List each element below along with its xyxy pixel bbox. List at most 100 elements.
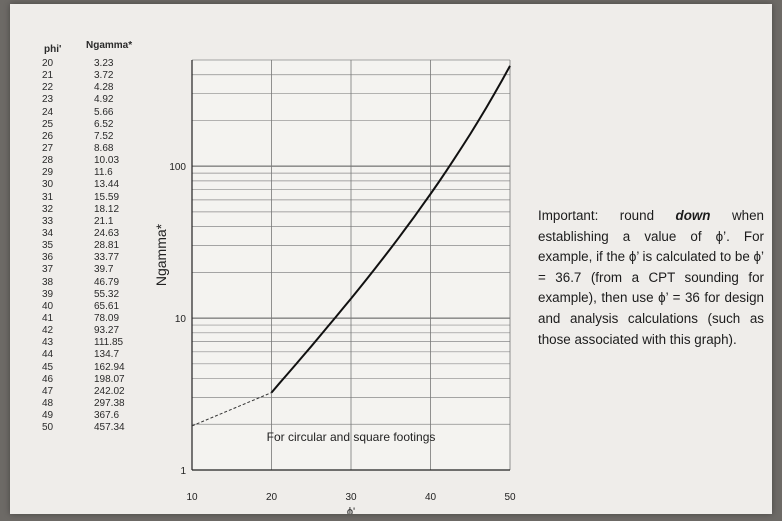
- ngamma-cell: 78.09: [94, 312, 120, 324]
- ngamma-cell: 4.28: [94, 82, 114, 94]
- phi-cell: 50: [42, 422, 54, 434]
- table-row: 46 198.07: [38, 374, 158, 386]
- ngamma-cell: 457.34: [94, 422, 125, 434]
- phi-cell: 30: [42, 179, 54, 191]
- phi-cell: 39: [42, 288, 54, 300]
- phi-cell: 25: [42, 118, 54, 130]
- phi-cell: 32: [42, 203, 54, 215]
- table-row: 25 6.52: [38, 119, 158, 131]
- ngamma-cell: 55.32: [94, 288, 120, 300]
- ngamma-cell: 13.44: [94, 179, 120, 191]
- phi-cell: 27: [42, 142, 54, 154]
- ngamma-cell: 65.61: [94, 300, 120, 312]
- phi-cell: 31: [42, 191, 54, 203]
- phi-cell: 47: [42, 385, 54, 397]
- table-row: 49 367.6: [38, 410, 158, 422]
- table-row: 45 162.94: [38, 362, 158, 374]
- textbook-page: phi' Ngamma* 20 3.23 21 3.72 22 4.28 23 4.92 24 5…: [10, 4, 772, 514]
- table-row: 39 55.32: [38, 289, 158, 301]
- table-row: 30 13.44: [38, 179, 158, 191]
- x-tick-label: 50: [504, 492, 516, 503]
- phi-cell: 37: [42, 264, 54, 276]
- ngamma-cell: 4.92: [94, 94, 114, 106]
- x-tick-label: 10: [186, 492, 198, 503]
- table-row: 22 4.28: [38, 82, 158, 94]
- table-row: 31 15.59: [38, 192, 158, 204]
- table-row: 38 46.79: [38, 277, 158, 289]
- y-axis-label: Ngamma*: [153, 223, 169, 286]
- y-tick-label: 10: [175, 314, 187, 325]
- ngamma-cell: 3.23: [94, 58, 114, 69]
- ngamma-cell: 21.1: [94, 215, 114, 227]
- phi-cell: 20: [42, 58, 54, 69]
- ngamma-cell: 7.52: [94, 130, 114, 142]
- note-emphasis: down: [675, 208, 711, 223]
- y-tick-label: 1: [180, 466, 186, 477]
- phi-cell: 35: [42, 240, 54, 252]
- table-row: 50 457.34: [38, 422, 158, 434]
- phi-cell: 34: [42, 227, 54, 239]
- ngamma-cell: 15.59: [94, 191, 120, 203]
- phi-column-header: phi': [44, 44, 62, 55]
- ngamma-cell: 111.85: [94, 337, 124, 349]
- table-row: 26 7.52: [38, 131, 158, 143]
- phi-cell: 38: [42, 276, 54, 288]
- phi-cell: 42: [42, 325, 54, 337]
- ngamma-cell: 134.7: [94, 349, 120, 361]
- ngamma-cell: 10.03: [94, 155, 120, 167]
- ngamma-cell: 18.12: [94, 203, 120, 215]
- ngamma-curve: [270, 65, 511, 394]
- phi-cell: 41: [42, 312, 54, 324]
- ngamma-cell: 198.07: [94, 373, 125, 385]
- table-row: 42 93.27: [38, 325, 158, 337]
- table-row: 23 4.92: [38, 94, 158, 106]
- x-tick-label: 40: [425, 492, 437, 503]
- table-row: 21 3.72: [38, 70, 158, 82]
- note-suffix: when establishing a value of ϕ’. For exa…: [538, 208, 764, 347]
- phi-cell: 24: [42, 106, 54, 118]
- ngamma-cell: 11.6: [94, 167, 113, 179]
- table-row: 43 111.85: [38, 337, 158, 349]
- rounding-note: Important: round down when establishing …: [538, 206, 764, 350]
- table-row: 29 11.6: [38, 167, 158, 179]
- y-tick-label: 100: [169, 162, 186, 173]
- ngamma-cell: 162.94: [94, 361, 125, 373]
- table-row: 34 24.63: [38, 228, 158, 240]
- phi-cell: 46: [42, 373, 54, 385]
- ngamma-cell: 46.79: [94, 276, 120, 288]
- ngamma-cell: 24.63: [94, 227, 120, 239]
- phi-cell: 44: [42, 349, 54, 361]
- ngamma-table: phi' Ngamma* 20 3.23 21 3.72 22 4.28 23 4.92 24 5…: [38, 40, 158, 434]
- phi-cell: 43: [42, 337, 54, 349]
- table-row: 41 78.09: [38, 313, 158, 325]
- phi-cell: 26: [42, 130, 54, 142]
- table-row: 28 10.03: [38, 155, 158, 167]
- ngamma-chart: 10 20 30 40 50 1 10 100 ϕ' Ngamma* For circular an…: [153, 59, 516, 514]
- phi-cell: 29: [42, 167, 54, 179]
- table-row: 40 65.61: [38, 301, 158, 313]
- ngamma-cell: 5.66: [94, 106, 114, 118]
- dashed-extension-line: [191, 392, 272, 427]
- ngamma-cell: 367.6: [94, 410, 120, 422]
- phi-cell: 28: [42, 155, 54, 167]
- ngamma-cell: 242.02: [94, 385, 125, 397]
- table-row: 27 8.68: [38, 143, 158, 155]
- phi-cell: 36: [42, 252, 54, 264]
- ngamma-cell: 297.38: [94, 397, 125, 409]
- table-row: 20 3.23: [38, 58, 158, 70]
- table-row: 33 21.1: [38, 216, 158, 228]
- footing-annotation: For circular and square footings: [267, 430, 436, 444]
- x-axis-label: ϕ': [347, 506, 355, 514]
- table-row: 35 28.81: [38, 240, 158, 252]
- phi-cell: 48: [42, 397, 54, 409]
- phi-cell: 21: [42, 70, 54, 82]
- x-tick-label: 30: [345, 492, 357, 503]
- note-prefix: Important: round: [538, 208, 676, 223]
- table-row: 44 134.7: [38, 349, 158, 361]
- table-row: 32 18.12: [38, 204, 158, 216]
- ngamma-cell: 93.27: [94, 325, 120, 337]
- ngamma-cell: 8.68: [94, 142, 114, 154]
- phi-cell: 45: [42, 361, 54, 373]
- table-body: 20 3.23 21 3.72 22 4.28 23 4.92 24 5.66 25 6.52 26 7.…: [38, 58, 158, 434]
- x-tick-label: 20: [266, 492, 278, 503]
